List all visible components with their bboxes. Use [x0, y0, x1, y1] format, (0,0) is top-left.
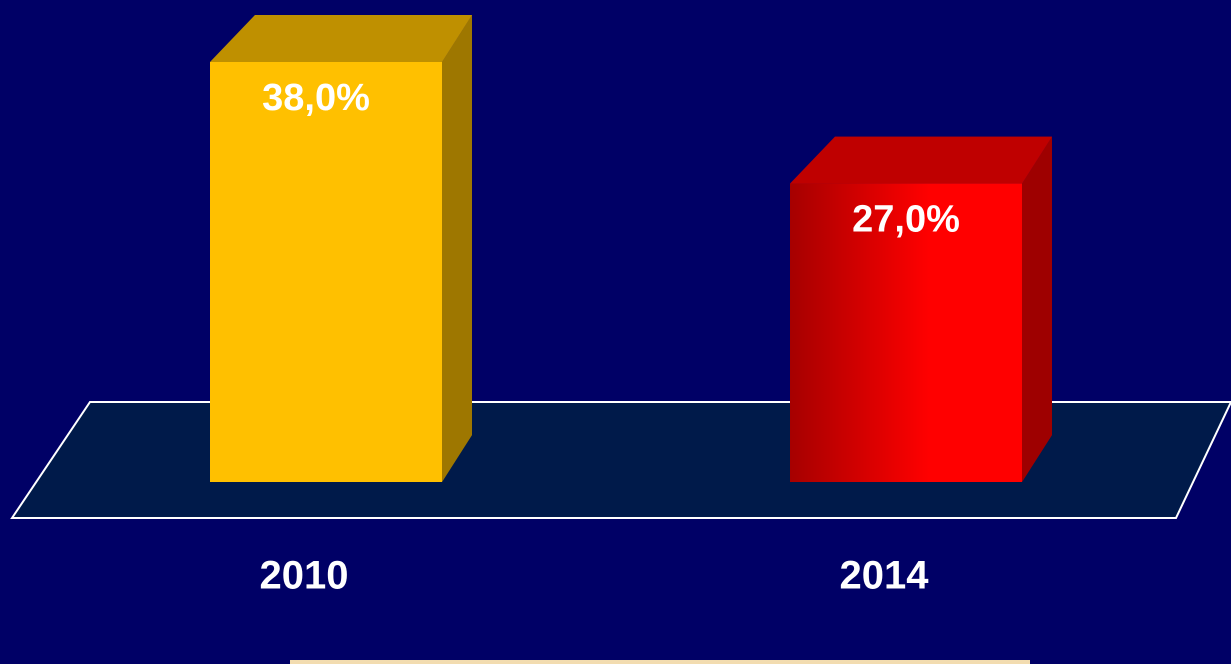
x-tick-label: 2014	[840, 554, 930, 598]
bar-side-shade	[1022, 136, 1052, 482]
bar	[210, 62, 442, 482]
bar-side	[442, 15, 472, 482]
value-label: 38,0%	[262, 77, 370, 119]
bar-side-shade	[442, 15, 472, 482]
x-tick-label: 2010	[260, 554, 349, 598]
bar-shade	[790, 183, 1022, 482]
bar-top	[210, 15, 472, 62]
bar-top-shade	[210, 15, 472, 62]
bars: 38,0% 2010 27,0% 2014	[210, 15, 1052, 598]
value-label: 27,0%	[852, 199, 960, 241]
bar-top	[790, 136, 1052, 184]
bar-top-shade	[790, 136, 1052, 184]
bottom-strip	[290, 660, 1030, 664]
bar-side	[1022, 136, 1052, 482]
